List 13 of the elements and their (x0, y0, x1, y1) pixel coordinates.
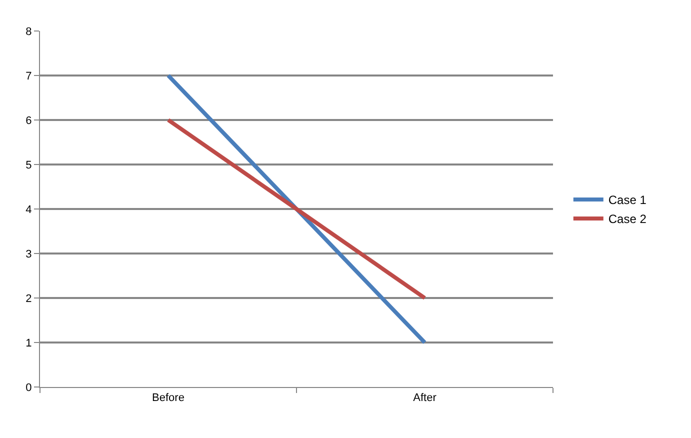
y-tick-label: 1 (26, 337, 32, 350)
y-tick-label: 7 (26, 70, 32, 82)
y-tick-label: 3 (26, 248, 32, 260)
legend-label: Case 1 (608, 193, 647, 208)
y-tick-label: 2 (26, 292, 32, 305)
x-tick-label: Before (152, 392, 184, 404)
y-tick-label: 0 (26, 382, 32, 394)
y-tick-label: 5 (26, 159, 32, 172)
y-tick-label: 6 (26, 114, 32, 127)
y-tick-label: 4 (26, 204, 32, 216)
x-tick-label: After (413, 392, 437, 404)
legend-label: Case 2 (608, 212, 647, 226)
y-tick-label: 8 (26, 26, 32, 38)
